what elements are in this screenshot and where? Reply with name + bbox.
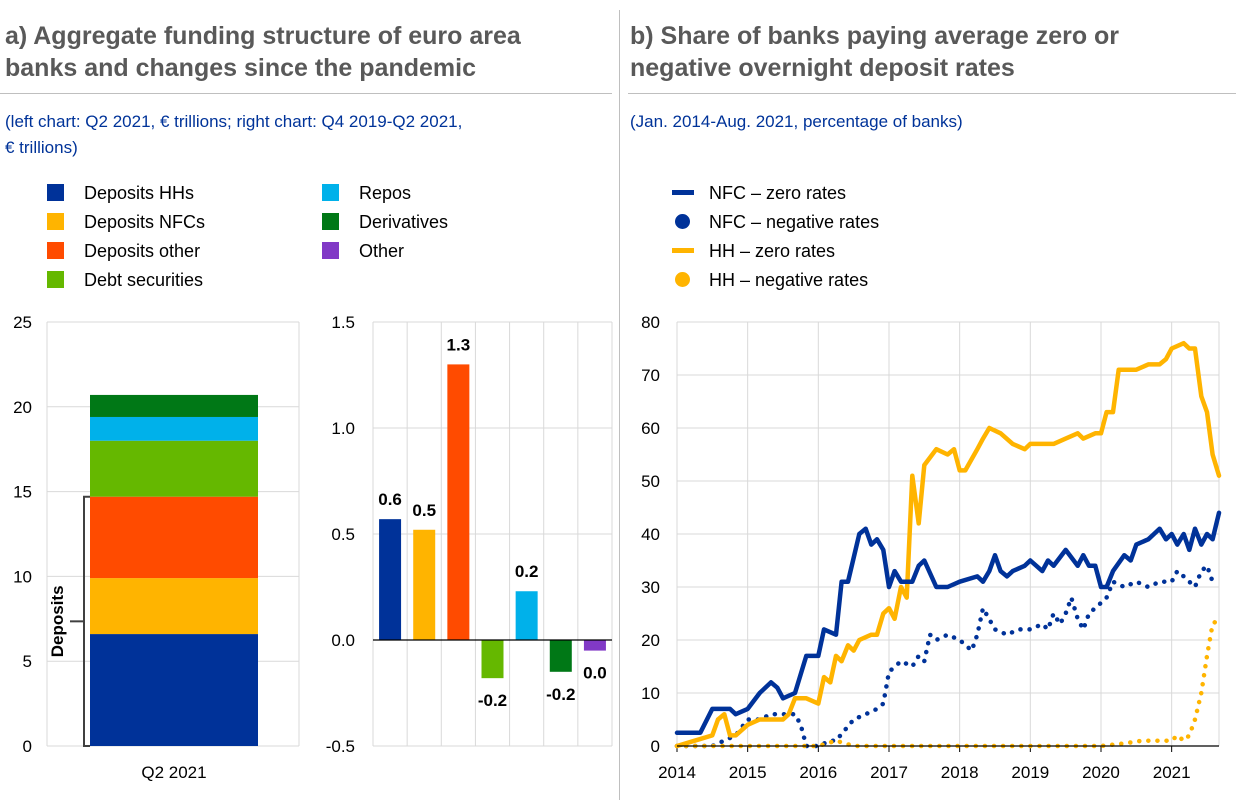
panel-b-title-line1: b) Share of banks paying average zero or bbox=[630, 22, 1120, 50]
change-bar bbox=[583, 640, 606, 651]
stacked-bar-segment bbox=[90, 394, 258, 417]
panel-a-title: a) Aggregate funding structure of euro a… bbox=[5, 20, 521, 84]
x-tick-label: 2014 bbox=[658, 763, 696, 782]
legend-label: HH – negative rates bbox=[709, 270, 869, 290]
x-tick-label: Q2 2021 bbox=[141, 763, 206, 782]
panel-a-subtitle: (left chart: Q2 2021, € trillions; right… bbox=[5, 109, 462, 161]
legend-label: NFC – negative rates bbox=[709, 212, 880, 232]
y-tick-label: 80 bbox=[641, 313, 660, 332]
legend-swatch bbox=[322, 242, 339, 259]
x-tick-label: 2015 bbox=[729, 763, 767, 782]
legend-dot-marker bbox=[675, 272, 690, 287]
y-tick-label: 20 bbox=[641, 631, 660, 650]
bar-data-label: -0.2 bbox=[478, 691, 507, 710]
series-line-nfc-zero-rates bbox=[674, 510, 1222, 736]
y-tick-label: 10 bbox=[13, 567, 32, 586]
bar-data-label: 0.5 bbox=[412, 501, 436, 520]
legend-swatch bbox=[322, 184, 339, 201]
y-tick-label: 5 bbox=[23, 652, 32, 671]
panel-a-subtitle-line2: € trillions) bbox=[5, 138, 78, 157]
panel-a-subtitle-line1: (left chart: Q2 2021, € trillions; right… bbox=[5, 112, 463, 131]
y-tick-label: 1.0 bbox=[331, 419, 355, 438]
legend-label: Deposits other bbox=[84, 241, 201, 261]
x-tick-label: 2019 bbox=[1011, 763, 1049, 782]
y-tick-label: 30 bbox=[641, 578, 660, 597]
change-bar bbox=[447, 364, 470, 640]
stacked-bar-segment bbox=[90, 578, 258, 635]
bar-data-label: 0.0 bbox=[583, 664, 607, 683]
change-bar bbox=[379, 519, 402, 640]
panel-b-title-line2: negative overnight deposit rates bbox=[630, 54, 1015, 82]
stacked-bar-segment bbox=[90, 440, 258, 497]
change-bar bbox=[549, 640, 572, 672]
legend-swatch bbox=[322, 213, 339, 230]
change-bar bbox=[515, 591, 538, 640]
deposits-bracket bbox=[83, 495, 90, 747]
change-bar bbox=[481, 640, 504, 679]
y-tick-label: 0 bbox=[651, 737, 660, 756]
y-tick-label: 40 bbox=[641, 525, 660, 544]
y-tick-label: 10 bbox=[641, 684, 660, 703]
legend-dot-marker bbox=[675, 214, 690, 229]
legend-label: Debt securities bbox=[84, 270, 204, 290]
change-bar bbox=[413, 529, 436, 640]
legend-label: Deposits HHs bbox=[84, 183, 195, 203]
y-tick-label: 0.5 bbox=[331, 525, 355, 544]
panel-divider bbox=[619, 10, 620, 800]
y-tick-label: 25 bbox=[13, 313, 32, 332]
y-tick-label: -0.5 bbox=[326, 737, 355, 756]
stacked-bar-segment bbox=[90, 416, 258, 441]
deposits-bracket-label: Deposits bbox=[48, 585, 67, 657]
x-tick-label: 2021 bbox=[1153, 763, 1191, 782]
legend-label: Deposits NFCs bbox=[84, 212, 206, 232]
x-tick-label: 2016 bbox=[799, 763, 837, 782]
y-tick-label: 0.0 bbox=[331, 631, 355, 650]
y-tick-label: 1.5 bbox=[331, 313, 355, 332]
series-line-hh-zero-rates bbox=[674, 340, 1222, 749]
legend-swatch bbox=[47, 184, 64, 201]
title-underline-left bbox=[0, 93, 612, 94]
stacked-bar-segment bbox=[90, 634, 258, 746]
legend-line-marker bbox=[672, 248, 694, 253]
y-tick-label: 20 bbox=[13, 398, 32, 417]
legend-swatch bbox=[47, 242, 64, 259]
legend-label: Other bbox=[359, 241, 405, 261]
y-tick-label: 0 bbox=[23, 737, 32, 756]
panel-a-title-line2: banks and changes since the pandemic bbox=[5, 54, 476, 82]
x-tick-label: 2018 bbox=[941, 763, 979, 782]
legend-label: HH – zero rates bbox=[709, 241, 836, 261]
bar-data-label: 0.6 bbox=[378, 490, 402, 509]
legend-label: Derivatives bbox=[359, 212, 449, 232]
legend-label: NFC – zero rates bbox=[709, 183, 847, 203]
panel-b-subtitle: (Jan. 2014-Aug. 2021, percentage of bank… bbox=[630, 112, 963, 131]
panel-a-title-line1: a) Aggregate funding structure of euro a… bbox=[5, 22, 521, 50]
x-tick-label: 2017 bbox=[870, 763, 908, 782]
bar-data-label: 0.2 bbox=[515, 562, 539, 581]
title-underline-right bbox=[628, 93, 1236, 94]
x-tick-label: 2020 bbox=[1082, 763, 1120, 782]
y-tick-label: 60 bbox=[641, 419, 660, 438]
y-tick-label: 70 bbox=[641, 366, 660, 385]
stacked-bar-segment bbox=[90, 496, 258, 579]
y-tick-label: 15 bbox=[13, 483, 32, 502]
legend-swatch bbox=[47, 213, 64, 230]
legend-label: Repos bbox=[359, 183, 412, 203]
bar-data-label: 1.3 bbox=[447, 335, 471, 354]
legend-swatch bbox=[47, 271, 64, 288]
series-line-hh-negative-rates bbox=[674, 616, 1222, 749]
bar-data-label: -0.2 bbox=[546, 685, 575, 704]
legend-line-marker bbox=[672, 190, 694, 195]
panel-b-title: b) Share of banks paying average zero or… bbox=[630, 20, 1119, 84]
y-tick-label: 50 bbox=[641, 472, 660, 491]
